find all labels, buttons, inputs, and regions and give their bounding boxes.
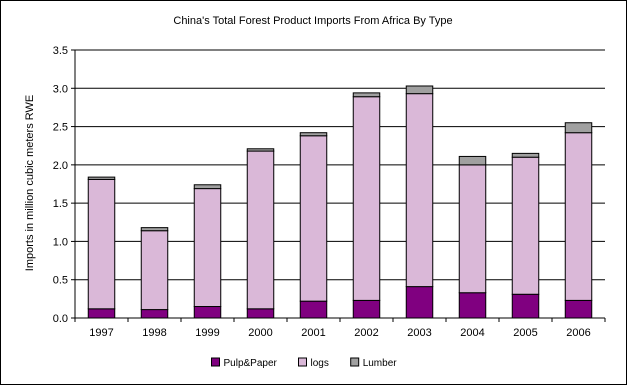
bars	[87, 85, 593, 319]
bar-segment-logs-2000	[246, 150, 275, 310]
bar-segment-logs-2006	[564, 132, 593, 301]
bar-segment-pulp-paper-1998	[140, 309, 169, 319]
bar-segment-logs-2005	[511, 156, 540, 295]
bar-segment-lumber-1999	[193, 184, 222, 190]
x-tick-label: 2000	[248, 327, 272, 339]
axes: 0.0 0.5 1.0 1.5 2.0 2.5 3.0 3.5 1997 1998 1999 2000…	[53, 45, 606, 339]
y-tick-label: 2.5	[53, 122, 68, 134]
bar-segment-lumber-2002	[352, 92, 381, 98]
x-tick-label: 1999	[195, 327, 219, 339]
bar-segment-lumber-2005	[511, 152, 540, 158]
bar-segment-lumber-2001	[299, 132, 328, 137]
bar-segment-pulp-paper-1997	[87, 308, 116, 319]
legend: Pulp&Paper logs Lumber	[211, 357, 398, 369]
y-tick-label: 3.5	[53, 45, 68, 57]
bar-segment-logs-1997	[87, 178, 116, 310]
bar-segment-pulp-paper-2000	[246, 308, 275, 319]
bar-segment-lumber-2006	[564, 122, 593, 134]
legend-swatch	[298, 357, 307, 367]
y-tick-label: 2.0	[53, 160, 68, 172]
legend-item-logs: logs	[298, 357, 329, 369]
bar-segment-pulp-paper-2004	[458, 292, 487, 319]
bar-segment-logs-2002	[352, 96, 381, 301]
chart-title: China's Total Forest Product Imports Fro…	[173, 15, 452, 27]
legend-label: Pulp&Paper	[224, 358, 278, 369]
x-tick-label: 1997	[89, 327, 113, 339]
legend-item-pulp-paper: Pulp&Paper	[211, 357, 278, 369]
bar-segment-logs-1999	[193, 188, 222, 308]
bar-segment-logs-2004	[458, 164, 487, 294]
bar-segment-pulp-paper-2003	[405, 286, 434, 319]
bar-segment-logs-2003	[405, 93, 434, 288]
bar-segment-pulp-paper-2002	[352, 299, 381, 319]
y-tick-label: 0.0	[53, 313, 68, 325]
legend-swatch	[211, 357, 220, 367]
bar-segment-lumber-2004	[458, 155, 487, 166]
bar-segment-logs-2001	[299, 135, 328, 302]
bar-segment-pulp-paper-1999	[193, 306, 222, 319]
y-axis-label: Imports in million cubic meters RWE	[24, 95, 36, 271]
legend-item-lumber: Lumber	[350, 357, 398, 369]
bar-segment-logs-1998	[140, 230, 169, 311]
y-tick-label: 1.5	[53, 198, 68, 210]
x-tick-label: 2006	[566, 327, 590, 339]
bar-segment-lumber-1998	[140, 227, 169, 232]
x-tick-label: 1998	[142, 327, 166, 339]
legend-swatch	[350, 357, 360, 367]
bar-segment-pulp-paper-2005	[511, 293, 540, 319]
legend-label: logs	[311, 358, 329, 369]
bar-segment-lumber-2003	[405, 85, 434, 95]
x-tick-label: 2001	[301, 327, 325, 339]
bar-segment-pulp-paper-2006	[564, 299, 593, 319]
legend-label: Lumber	[363, 358, 398, 369]
bar-segment-pulp-paper-2001	[299, 300, 328, 319]
y-tick-label: 3.0	[53, 83, 68, 95]
x-tick-label: 2002	[354, 327, 378, 339]
x-tick-label: 2005	[513, 327, 537, 339]
x-tick-label: 2004	[460, 327, 484, 339]
y-tick-label: 0.5	[53, 275, 68, 287]
bar-segment-lumber-1997	[87, 176, 116, 180]
bar-segment-lumber-2000	[246, 148, 275, 152]
y-tick-label: 1.0	[53, 236, 68, 248]
x-tick-label: 2003	[407, 327, 431, 339]
